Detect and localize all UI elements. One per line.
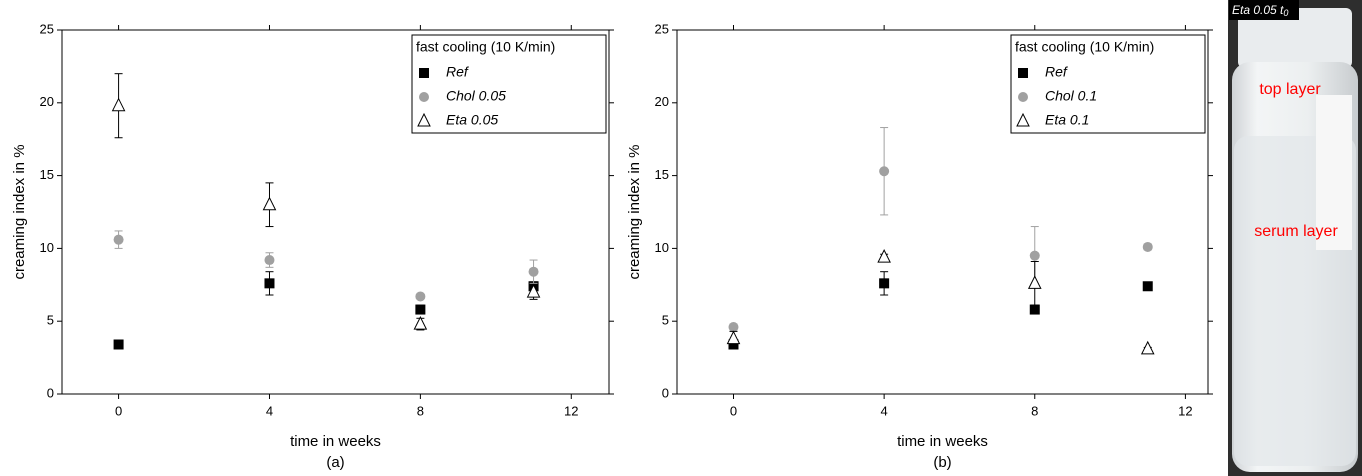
- marker: [264, 255, 275, 266]
- legend-label: Ref: [446, 64, 470, 80]
- marker: [1029, 250, 1040, 261]
- y-tick-label: 5: [662, 313, 669, 328]
- legend-label: Chol 0.05: [446, 88, 506, 104]
- marker: [728, 322, 739, 333]
- x-tick-label: 12: [1178, 403, 1192, 418]
- legend-marker: [417, 112, 431, 127]
- y-tick-label: 15: [655, 167, 669, 182]
- y-tick-label: 0: [47, 385, 54, 400]
- y-axis-label: creaming index in %: [626, 144, 643, 279]
- x-tick-label: 4: [881, 403, 888, 418]
- x-tick-label: 4: [266, 403, 273, 418]
- y-tick-label: 15: [40, 167, 54, 182]
- marker: [111, 97, 126, 112]
- legend-title: fast cooling (10 K/min): [1015, 39, 1154, 55]
- photo-caption: Eta 0.05 t0: [1232, 3, 1288, 18]
- y-tick-label: 5: [47, 313, 54, 328]
- legend-label: Ref: [1045, 64, 1069, 80]
- marker: [1029, 304, 1040, 315]
- legend-marker: [419, 68, 429, 78]
- marker: [415, 304, 426, 315]
- legend-label: Eta 0.05: [446, 112, 498, 128]
- caption-text: Eta 0.05 t: [1232, 3, 1284, 17]
- y-axis-label: creaming index in %: [11, 144, 28, 279]
- x-tick-label: 8: [1031, 403, 1038, 418]
- x-tick-label: 0: [730, 403, 737, 418]
- marker: [113, 234, 124, 245]
- marker: [1142, 241, 1153, 252]
- y-tick-label: 10: [40, 240, 54, 255]
- x-tick-label: 0: [115, 403, 122, 418]
- marker: [113, 339, 124, 350]
- marker: [1027, 275, 1042, 289]
- caption-box: [1229, 0, 1299, 20]
- marker: [528, 266, 539, 277]
- y-tick-label: 20: [40, 94, 54, 109]
- marker: [1140, 340, 1155, 355]
- x-axis-label: time in weeks: [897, 433, 988, 450]
- marker: [262, 196, 277, 211]
- marker: [879, 166, 890, 177]
- legend-box: [411, 34, 607, 134]
- x-tick-label: 12: [564, 403, 578, 418]
- y-tick-label: 10: [655, 240, 669, 255]
- photo-label: top layer: [1259, 81, 1321, 98]
- legend-marker: [1018, 92, 1028, 102]
- legend-marker: [1018, 68, 1028, 78]
- marker: [264, 278, 275, 289]
- x-axis-label: time in weeks: [290, 433, 381, 450]
- y-tick-label: 25: [40, 21, 54, 36]
- y-tick-label: 20: [655, 94, 669, 109]
- x-tick-label: 8: [417, 403, 424, 418]
- marker: [526, 283, 541, 298]
- panel-label: (b): [933, 454, 951, 471]
- y-tick-label: 0: [662, 385, 669, 400]
- marker: [726, 330, 741, 345]
- plot-frame: [61, 29, 610, 395]
- photo: Eta 0.05 t0 top layer serum layer: [1228, 0, 1362, 476]
- marker: [1142, 281, 1153, 292]
- bottle-label: [1316, 95, 1352, 250]
- marker: [413, 315, 428, 330]
- marker: [415, 291, 426, 302]
- plot-frame: [676, 29, 1209, 395]
- photo-label: serum layer: [1254, 223, 1338, 240]
- legend-marker: [419, 92, 429, 102]
- caption-subscript: 0: [1283, 8, 1288, 18]
- legend-label: Chol 0.1: [1045, 88, 1097, 104]
- bottle-cap: [1238, 8, 1352, 68]
- legend-box: [1010, 34, 1206, 134]
- y-tick-label: 25: [655, 21, 669, 36]
- legend-title: fast cooling (10 K/min): [416, 39, 555, 55]
- legend-label: Eta 0.1: [1045, 112, 1089, 128]
- marker: [879, 278, 890, 289]
- legend-marker: [1016, 112, 1030, 127]
- panel-label: (a): [326, 454, 344, 471]
- marker: [877, 249, 891, 263]
